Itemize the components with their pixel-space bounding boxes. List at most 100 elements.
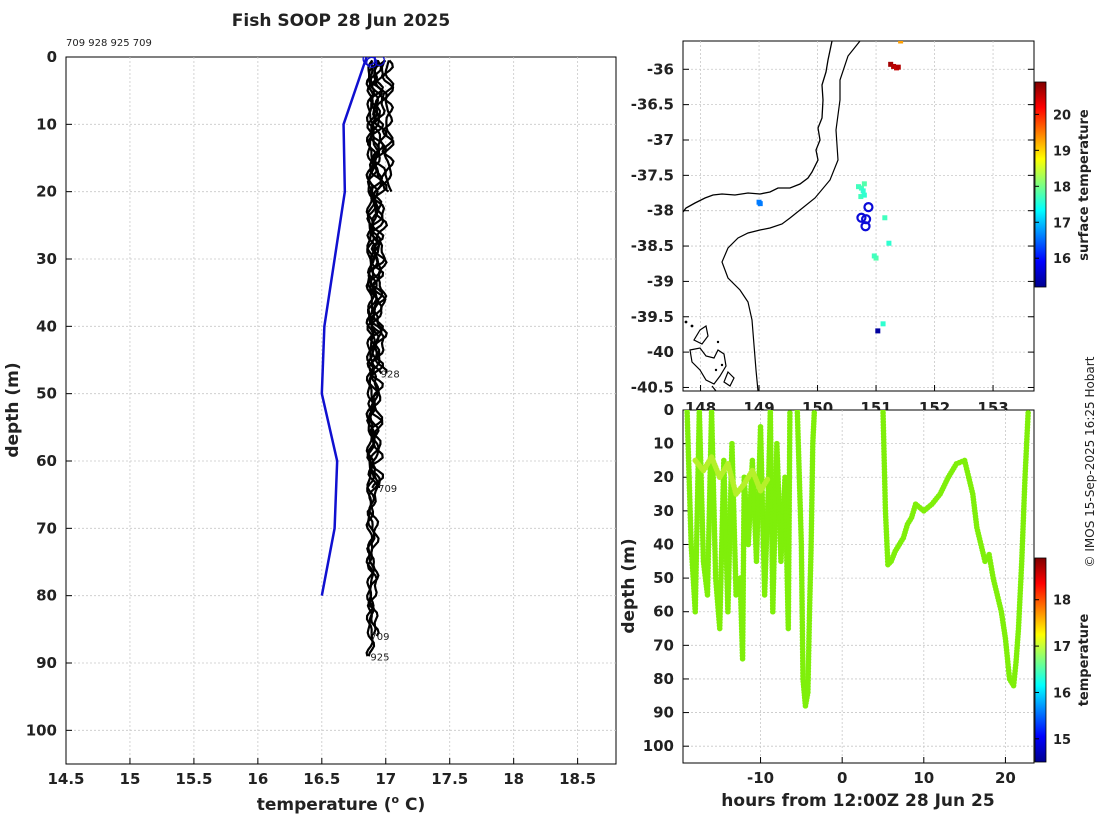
temperature-dot	[1025, 410, 1031, 416]
sst-point	[861, 181, 867, 187]
td-y-tick-label: 100	[643, 737, 674, 755]
profile-id-label: 928	[381, 369, 400, 380]
eez-boundary	[721, 41, 861, 391]
chart-title: Fish SOOP 28 Jun 2025	[232, 11, 450, 31]
td-y-tick-label: 70	[653, 636, 674, 654]
station-circle	[860, 221, 871, 232]
colorbar-tick-label: 19	[1053, 144, 1071, 159]
coastline	[683, 41, 833, 213]
y-tick-label: 80	[36, 587, 57, 605]
station-markers	[856, 202, 874, 232]
colorbar-tick-label: 16	[1053, 252, 1071, 267]
td-x-tick-label: -10	[747, 769, 774, 787]
profile-id-label: 709	[370, 632, 389, 643]
colorbar-tick-label: 20	[1053, 108, 1071, 123]
lat-tick-label: -38	[647, 202, 674, 220]
sst-point	[858, 194, 864, 200]
sst-points	[756, 41, 904, 334]
small-islands	[684, 320, 724, 372]
y-tick-label: 60	[36, 452, 57, 470]
x-tick-label: 15.5	[175, 770, 212, 788]
map-colorbar-ticks: 16 17 18 19 20	[1035, 108, 1071, 267]
lat-tick-label: -36	[647, 60, 674, 78]
td-y-tick-label: 60	[653, 603, 674, 621]
profile-axes-box	[65, 56, 617, 765]
y-tick-label: 90	[36, 654, 57, 672]
td-y-tick-label: 50	[653, 569, 674, 587]
td-x-tick-label: 10	[913, 769, 934, 787]
lat-tick-label: -36.5	[631, 96, 674, 114]
profile-x-ticks: 14.5 15 15.5 16 16.5 17 17.5 18 18.5	[47, 758, 596, 788]
time-depth-colorbar-ticks: 15 16 17 18	[1035, 594, 1071, 748]
colorbar-tick-label: 18	[1053, 180, 1071, 195]
sst-point	[882, 215, 888, 221]
temperature-profile-extra	[381, 60, 395, 193]
lat-tick-label: -37	[647, 131, 674, 149]
td-y-tick-label: 90	[653, 704, 674, 722]
profile-x-label: temperature (o C)	[257, 793, 426, 815]
lat-tick-label: -39	[647, 272, 674, 290]
sst-point	[895, 64, 901, 70]
temperature-profile-925	[365, 59, 376, 657]
lat-tick-label: -37.5	[631, 166, 674, 184]
y-tick-label: 30	[36, 250, 57, 268]
colorbar-tick-label: 17	[1053, 216, 1071, 231]
y-tick-label: 100	[26, 721, 57, 739]
x-tick-label: 17.5	[431, 770, 468, 788]
sst-point	[861, 192, 867, 198]
sst-point	[860, 188, 866, 194]
station-circle	[856, 212, 867, 223]
profile-id-label: 709	[378, 484, 397, 495]
profile-id-labels: 928 709 709 925	[370, 369, 399, 663]
td-y-tick-label: 80	[653, 670, 674, 688]
td-colorbar-tick-label: 16	[1053, 686, 1071, 701]
y-tick-label: 70	[36, 519, 57, 537]
profile-y-ticks: 0 10 20 30 40 50 60 70 80 90 100	[26, 48, 72, 739]
td-colorbar-tick-label: 15	[1053, 733, 1071, 748]
map-colorbar	[1034, 81, 1047, 288]
x-tick-label: 16	[247, 770, 268, 788]
sst-point	[891, 63, 897, 69]
temperature-profile-709	[368, 59, 385, 489]
temperature-profile-709	[368, 59, 385, 488]
td-y-tick-label: 20	[653, 468, 674, 486]
time-depth-x-ticks: -10 0 10 20	[747, 757, 1016, 787]
time-depth-y-ticks: 0 10 20 30 40 50 60 70 80 90 100	[643, 401, 689, 755]
profile-panel: 14.5 15 15.5 16 16.5 17 17.5 18 18.5 0 10 20 30 40 50…	[3, 11, 617, 815]
temperature-profile-928	[370, 60, 389, 375]
map-colorbar-label: surface temperature	[1077, 109, 1092, 261]
td-x-tick-label: 20	[995, 769, 1016, 787]
time-depth-y-label: depth (m)	[619, 538, 639, 633]
sst-point	[875, 328, 881, 334]
lat-tick-label: -40	[647, 343, 674, 361]
time-depth-colorbar	[1034, 557, 1047, 763]
temperature-dot-warm	[764, 476, 771, 483]
x-tick-label: 14.5	[47, 770, 84, 788]
temperature-profile-extra	[381, 59, 395, 193]
y-tick-label: 20	[36, 183, 57, 201]
profile-y-label: depth (m)	[3, 362, 23, 457]
td-y-tick-label: 10	[653, 435, 674, 453]
x-tick-label: 17	[375, 770, 396, 788]
imos-watermark: © IMOS 15-Sep-2025 16:25 Hobart	[1083, 356, 1097, 567]
x-tick-label: 18.5	[559, 770, 596, 788]
temperature-dot	[811, 410, 818, 416]
x-tick-label: 18	[503, 770, 524, 788]
y-tick-label: 50	[36, 385, 57, 403]
temperature-dot	[787, 410, 793, 416]
lat-tick-label: -40.5	[631, 378, 674, 396]
time-depth-tracks	[684, 410, 1031, 709]
y-tick-label: 10	[36, 115, 57, 133]
sst-point	[856, 184, 861, 190]
td-x-tick-label: 0	[837, 769, 847, 787]
time-depth-panel: 0 10 20 30 40 50 60 70 80 90 100 -10 0 10 20 15 16 17 18…	[619, 401, 1092, 811]
x-tick-label: 15	[120, 770, 141, 788]
profile-start-circle	[366, 57, 378, 69]
station-circle	[863, 202, 874, 213]
map-panel: -36 -36.5 -37 -37.5 -38 -38.5 -39 -39.5 -40 -40.5…	[631, 40, 1092, 417]
reference-profile-line	[320, 57, 368, 596]
td-y-tick-label: 0	[664, 401, 674, 419]
td-y-tick-label: 40	[653, 535, 674, 553]
map-y-ticks: -36 -36.5 -37 -37.5 -38 -38.5 -39 -39.5 -40 -40.5	[631, 60, 1034, 396]
